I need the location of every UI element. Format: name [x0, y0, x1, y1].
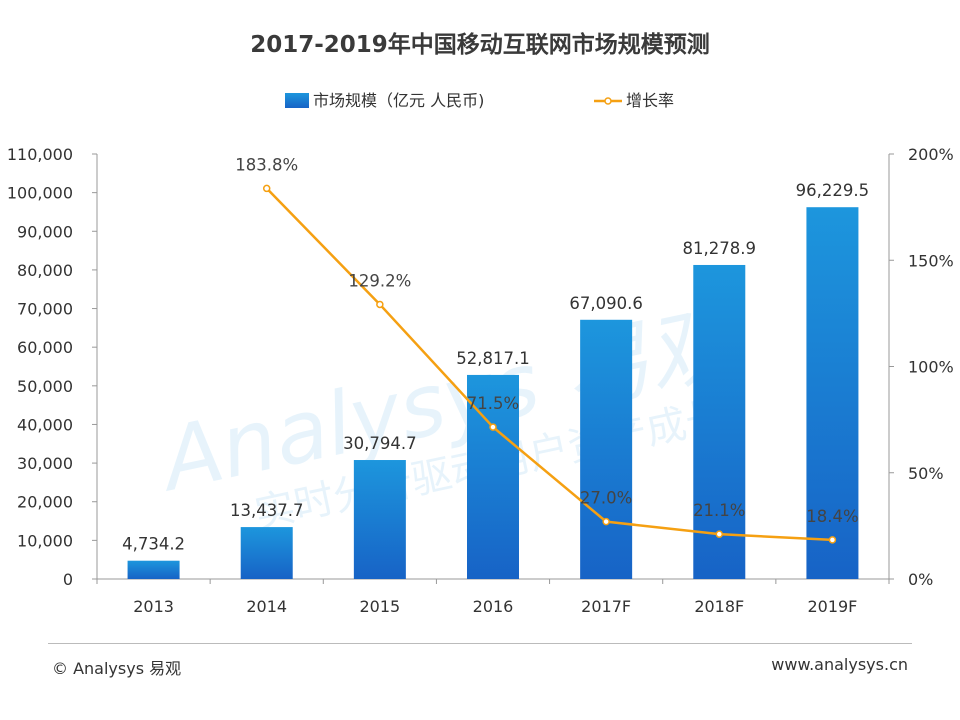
- footer-divider: [48, 643, 912, 644]
- right-tick-label: 50%: [908, 464, 944, 483]
- left-tick-label: 90,000: [17, 222, 73, 241]
- growth-point: [715, 530, 724, 538]
- bar: [127, 560, 180, 579]
- left-tick-label: 60,000: [17, 338, 73, 357]
- left-tick-label: 70,000: [17, 300, 73, 319]
- bar: [580, 319, 633, 579]
- bar-value-label: 81,278.9: [683, 239, 756, 258]
- growth-point: [828, 536, 837, 544]
- left-tick-label: 0: [63, 570, 73, 589]
- left-tick-label: 50,000: [17, 377, 73, 396]
- growth-point: [376, 300, 384, 309]
- growth-point: [262, 184, 271, 193]
- x-tick-label: 2016: [473, 597, 514, 616]
- bar-value-label: 13,437.7: [230, 501, 303, 520]
- right-tick-label: 100%: [908, 358, 954, 377]
- left-tick-label: 30,000: [17, 454, 73, 473]
- growth-value-label: 27.0%: [580, 489, 632, 508]
- x-tick-label: 2014: [246, 597, 287, 616]
- growth-point: [489, 423, 497, 431]
- x-tick-label: 2019F: [807, 597, 857, 616]
- chart-title: 2017-2019年中国移动互联网市场规模预测: [250, 31, 710, 58]
- legend-line-label: 增长率: [626, 91, 674, 110]
- growth-value-label: 21.1%: [693, 501, 745, 520]
- right-tick-label: 0%: [908, 570, 933, 589]
- growth-value-label: 18.4%: [806, 507, 858, 526]
- right-tick-label: 200%: [908, 145, 954, 164]
- bar: [806, 207, 859, 579]
- x-axis: 2013 2014 2015 2016 2017F 2018F 2019F: [96, 579, 890, 616]
- bar: [353, 460, 406, 579]
- right-tick-label: 150%: [908, 251, 954, 270]
- bar-value-label: 30,794.7: [343, 434, 416, 453]
- x-tick-label: 2018F: [694, 597, 744, 616]
- x-tick-label: 2015: [359, 597, 400, 616]
- x-tick-label: 2013: [133, 597, 174, 616]
- growth-line-path: [265, 187, 833, 542]
- left-tick-label: 10,000: [17, 531, 73, 550]
- growth-point: [602, 517, 610, 526]
- legend-line-marker: [604, 97, 612, 105]
- legend: 市场规模（亿元 人民币) 增长率: [285, 91, 674, 110]
- left-tick-label: 20,000: [17, 493, 73, 512]
- left-tick-label: 40,000: [17, 415, 73, 434]
- bar-value-label: 96,229.5: [796, 181, 869, 200]
- growth-value-label: 183.8%: [235, 155, 298, 174]
- footer-website[interactable]: www.analysys.cn: [771, 655, 908, 674]
- legend-bar-swatch: [285, 93, 309, 108]
- growth-line: 183.8% 129.2% 71.5% 27.0% 21.1% 18.4%: [235, 155, 859, 544]
- growth-value-label: 71.5%: [467, 394, 519, 413]
- left-axis: 0 10,000 20,000 30,000 40,000 50,000 60,000 70,…: [7, 145, 97, 589]
- right-axis: 0% 50% 100% 150% 200%: [889, 145, 954, 589]
- bar-value-label: 4,734.2: [122, 535, 185, 554]
- left-tick-label: 100,000: [7, 184, 73, 203]
- legend-bar-label: 市场规模（亿元 人民币): [313, 91, 484, 110]
- growth-value-label: 129.2%: [348, 271, 411, 290]
- bar-labels: 4,734.2 13,437.7 30,794.7 52,817.1 67,090.6 8…: [122, 181, 869, 554]
- footer-copyright: © Analysys 易观: [52, 659, 182, 678]
- bar: [693, 264, 746, 579]
- left-tick-label: 110,000: [7, 145, 73, 164]
- bar-value-label: 67,090.6: [569, 294, 642, 313]
- x-tick-label: 2017F: [581, 597, 631, 616]
- left-tick-label: 80,000: [17, 261, 73, 280]
- bar-value-label: 52,817.1: [456, 349, 529, 368]
- bar: [240, 527, 293, 579]
- bars: [127, 207, 859, 579]
